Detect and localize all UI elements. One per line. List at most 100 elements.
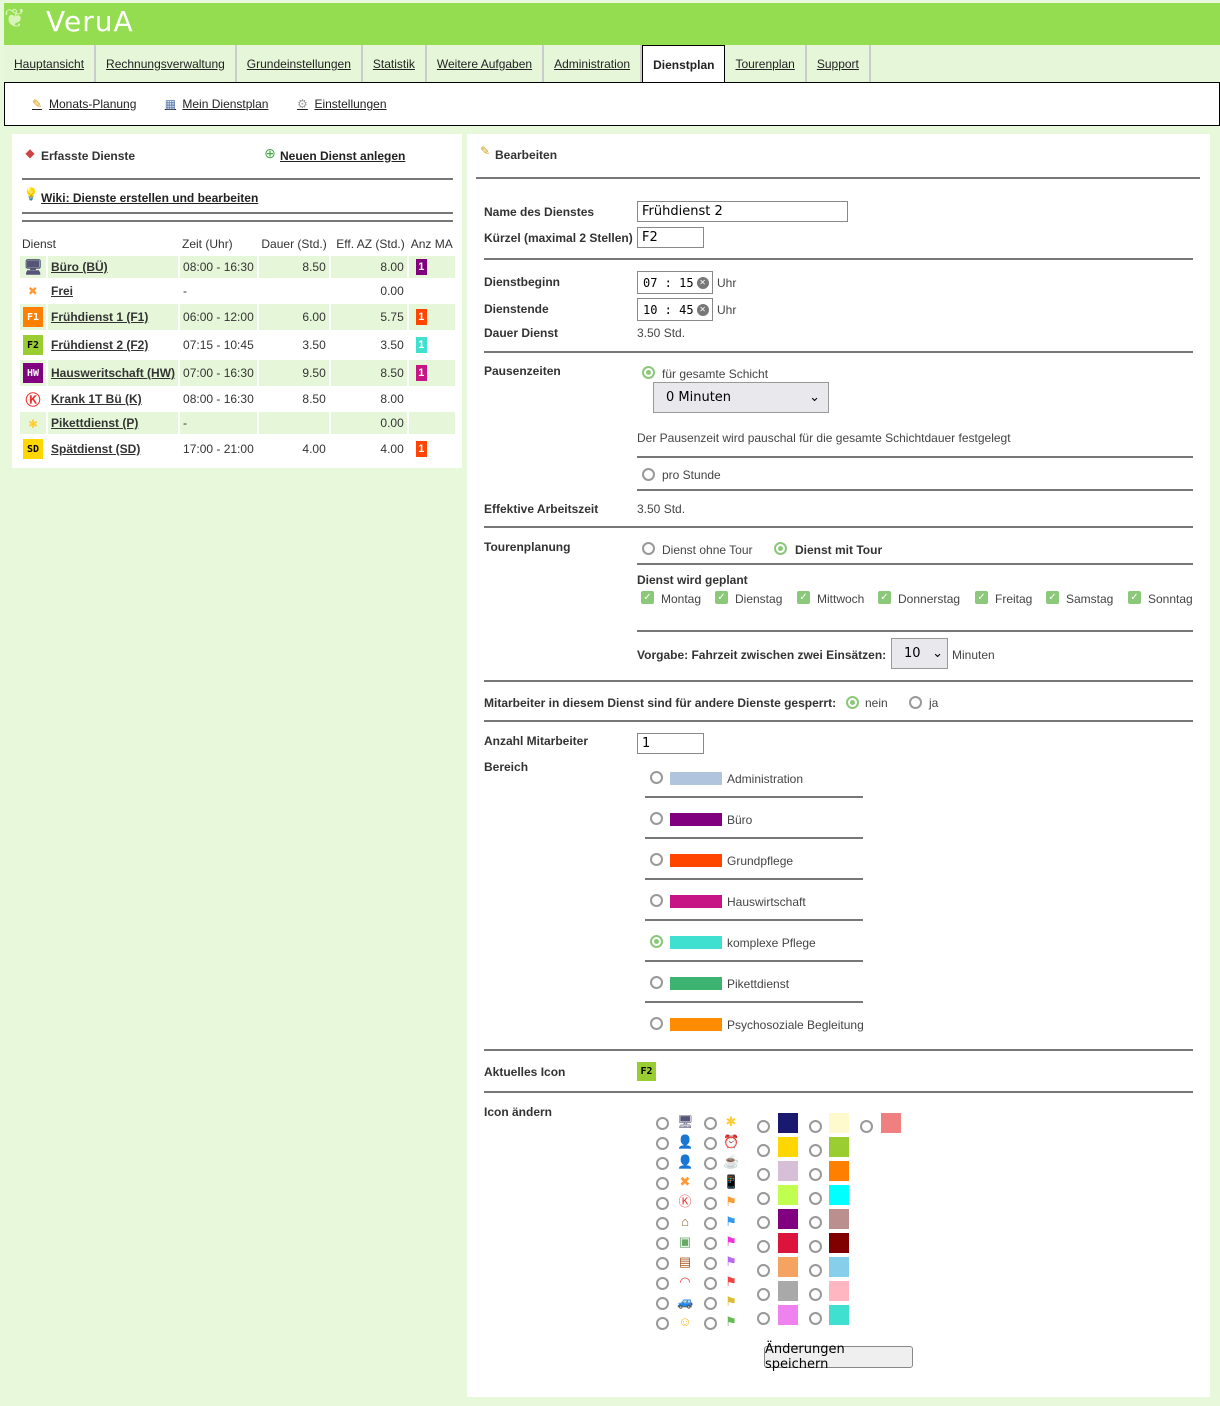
color-radio[interactable] — [757, 1192, 770, 1205]
color-radio[interactable] — [809, 1240, 822, 1253]
tour-ohne-radio[interactable] — [642, 542, 655, 555]
icon-radio[interactable] — [704, 1297, 717, 1310]
subnav-mein-dienstplan[interactable]: ▦ Mein Dienstplan — [162, 96, 269, 112]
icon-radio[interactable] — [704, 1217, 717, 1230]
checkbox-freitag[interactable]: ✓ — [975, 591, 988, 604]
checkbox-sonntag[interactable]: ✓ — [1128, 591, 1141, 604]
icon-radio[interactable] — [704, 1137, 717, 1150]
color-radio[interactable] — [809, 1120, 822, 1133]
pausen-select[interactable]: 0 Minuten ⌄ — [653, 382, 829, 413]
service-link[interactable]: Hausweritschaft (HW) — [51, 366, 176, 380]
tab-grundeinstellungen[interactable]: Grundeinstellungen — [236, 45, 363, 82]
tab-statistik[interactable]: Statistik — [362, 45, 427, 82]
color-radio[interactable] — [757, 1240, 770, 1253]
color-radio[interactable] — [809, 1144, 822, 1157]
icon-radio[interactable] — [656, 1297, 669, 1310]
bereich-radio[interactable] — [650, 976, 663, 989]
color-radio[interactable] — [860, 1120, 873, 1133]
tab-support[interactable]: Support — [806, 45, 871, 82]
color-radio[interactable] — [809, 1264, 822, 1277]
wiki-link[interactable]: Wiki: Dienste erstellen und bearbeiten — [41, 191, 259, 205]
color-radio[interactable] — [809, 1168, 822, 1181]
bereich-radio[interactable] — [650, 894, 663, 907]
bereich-label: komplexe Pflege — [727, 936, 816, 950]
subnav-monats-planung[interactable]: ✎ Monats-Planung — [29, 96, 136, 112]
checkbox-montag[interactable]: ✓ — [641, 591, 654, 604]
service-link[interactable]: Frei — [51, 284, 74, 298]
ende-time-input[interactable]: 10 : 45 ✕ — [637, 298, 713, 321]
checkbox-mittwoch[interactable]: ✓ — [797, 591, 810, 604]
icon-radio[interactable] — [656, 1137, 669, 1150]
color-radio[interactable] — [757, 1144, 770, 1157]
color-radio[interactable] — [757, 1264, 770, 1277]
beginn-minutes[interactable]: 15 — [679, 275, 694, 290]
bereich-radio[interactable] — [650, 853, 663, 866]
ende-minutes[interactable]: 45 — [679, 302, 694, 317]
fahrzeit-select[interactable]: 10 ⌄ — [891, 638, 948, 669]
icon-radio[interactable] — [704, 1177, 717, 1190]
icon-radio[interactable] — [656, 1157, 669, 1170]
color-radio[interactable] — [809, 1216, 822, 1229]
tab-weitere-aufgaben[interactable]: Weitere Aufgaben — [426, 45, 545, 82]
icon-radio[interactable] — [656, 1217, 669, 1230]
service-link[interactable]: Pikettdienst (P) — [51, 416, 139, 430]
save-button[interactable]: Änderungen speichern — [764, 1342, 913, 1372]
checkbox-dienstag[interactable]: ✓ — [715, 591, 728, 604]
new-service-link[interactable]: Neuen Dienst anlegen — [280, 149, 406, 163]
bereich-radio[interactable] — [650, 1017, 663, 1030]
color-radio[interactable] — [757, 1168, 770, 1181]
beginn-hours[interactable]: 07 — [643, 275, 658, 290]
name-input[interactable] — [637, 201, 848, 222]
icon-radio[interactable] — [704, 1117, 717, 1130]
bereich-radio[interactable] — [650, 812, 663, 825]
ende-hours[interactable]: 10 — [643, 302, 658, 317]
color-radio[interactable] — [757, 1288, 770, 1301]
pausen-stunde-radio[interactable] — [642, 468, 655, 481]
color-radio[interactable] — [757, 1312, 770, 1325]
service-link[interactable]: Frühdienst 2 (F2) — [51, 338, 149, 352]
beginn-time-input[interactable]: 07 : 15 ✕ — [637, 271, 713, 294]
icon-radio[interactable] — [704, 1317, 717, 1330]
tab-hauptansicht[interactable]: Hauptansicht — [4, 45, 97, 82]
icon-radio[interactable] — [656, 1237, 669, 1250]
bereich-radio[interactable] — [650, 771, 663, 784]
color-radio[interactable] — [757, 1120, 770, 1133]
icon-radio[interactable] — [656, 1317, 669, 1330]
color-radio[interactable] — [809, 1312, 822, 1325]
tab-administration[interactable]: Administration — [544, 45, 643, 82]
service-link[interactable]: Frühdienst 1 (F1) — [51, 310, 149, 324]
icon-radio[interactable] — [704, 1157, 717, 1170]
tab-rechnungsverwaltung[interactable]: Rechnungsverwaltung — [96, 45, 237, 82]
kuerzel-input[interactable] — [637, 227, 704, 248]
icon-radio[interactable] — [704, 1277, 717, 1290]
service-link[interactable]: Krank 1T Bü (K) — [51, 392, 142, 406]
tab-dienstplan[interactable]: Dienstplan — [642, 45, 726, 83]
pausen-gesamt-radio[interactable] — [642, 366, 655, 379]
gesperrt-nein-radio[interactable] — [846, 696, 859, 709]
service-link[interactable]: Büro (BÜ) — [51, 260, 108, 274]
icon-radio[interactable] — [704, 1197, 717, 1210]
table-row: ✱ Pikettdienst (P) - 0.00 — [20, 412, 455, 434]
user-clock-blue-icon: 👤 — [677, 1154, 694, 1169]
subnav-einstellungen[interactable]: ⚙ Einstellungen — [294, 96, 386, 112]
checkbox-donnerstag[interactable]: ✓ — [878, 591, 891, 604]
icon-radio[interactable] — [656, 1177, 669, 1190]
clear-icon[interactable]: ✕ — [696, 276, 709, 289]
clear-icon[interactable]: ✕ — [696, 303, 709, 316]
checkbox-samstag[interactable]: ✓ — [1046, 591, 1059, 604]
bereich-radio[interactable] — [650, 935, 663, 948]
icon-radio[interactable] — [656, 1257, 669, 1270]
icon-radio[interactable] — [704, 1257, 717, 1270]
tour-mit-radio[interactable] — [774, 542, 787, 555]
icon-radio[interactable] — [704, 1237, 717, 1250]
service-link[interactable]: Spätdienst (SD) — [51, 442, 141, 456]
tab-tourenplan[interactable]: Tourenplan — [725, 45, 807, 82]
anzahl-input[interactable] — [637, 733, 704, 754]
color-radio[interactable] — [757, 1216, 770, 1229]
color-radio[interactable] — [809, 1288, 822, 1301]
icon-radio[interactable] — [656, 1117, 669, 1130]
icon-radio[interactable] — [656, 1197, 669, 1210]
color-radio[interactable] — [809, 1192, 822, 1205]
icon-radio[interactable] — [656, 1277, 669, 1290]
gesperrt-ja-radio[interactable] — [909, 696, 922, 709]
